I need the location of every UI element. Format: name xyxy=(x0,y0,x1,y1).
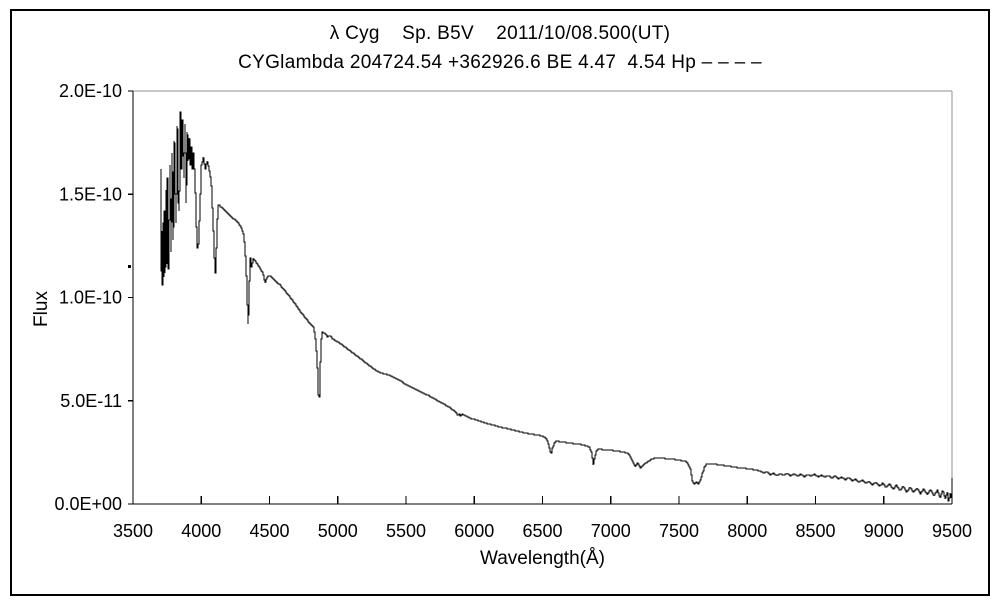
y-tick-label: 2.0E-10 xyxy=(59,81,122,101)
x-tick-label: 9000 xyxy=(864,521,904,541)
x-tick-label: 8500 xyxy=(795,521,835,541)
y-tick-label: 1.0E-10 xyxy=(59,288,122,308)
x-tick-label: 6500 xyxy=(522,521,562,541)
x-axis-title: Wavelength(Å) xyxy=(480,548,605,569)
y-axis-title: Flux xyxy=(31,291,52,327)
x-tick-label: 5500 xyxy=(386,521,426,541)
y-tick-label: 5.0E-11 xyxy=(60,391,122,411)
x-tick-label: 3500 xyxy=(113,521,153,541)
y-tick-label: 1.5E-10 xyxy=(59,184,122,204)
spectrum-line xyxy=(160,111,953,502)
x-tick-label: 8000 xyxy=(727,521,767,541)
x-tick-label: 4500 xyxy=(249,521,289,541)
x-tick-label: 7000 xyxy=(591,521,631,541)
x-tick-label: 9500 xyxy=(932,521,972,541)
chart-subtitle: CYGlambda 204724.54 +362926.6 BE 4.47 4.… xyxy=(238,52,762,73)
x-tick-label: 7500 xyxy=(659,521,699,541)
x-tick-label: 4000 xyxy=(181,521,221,541)
chart-title: λ Cyg Sp. B5V 2011/10/08.500(UT) xyxy=(329,23,671,44)
x-tick-label: 5000 xyxy=(318,521,358,541)
stray-dot xyxy=(128,265,131,268)
y-tick-label: 0.0E+00 xyxy=(54,494,122,514)
x-tick-label: 6000 xyxy=(454,521,494,541)
